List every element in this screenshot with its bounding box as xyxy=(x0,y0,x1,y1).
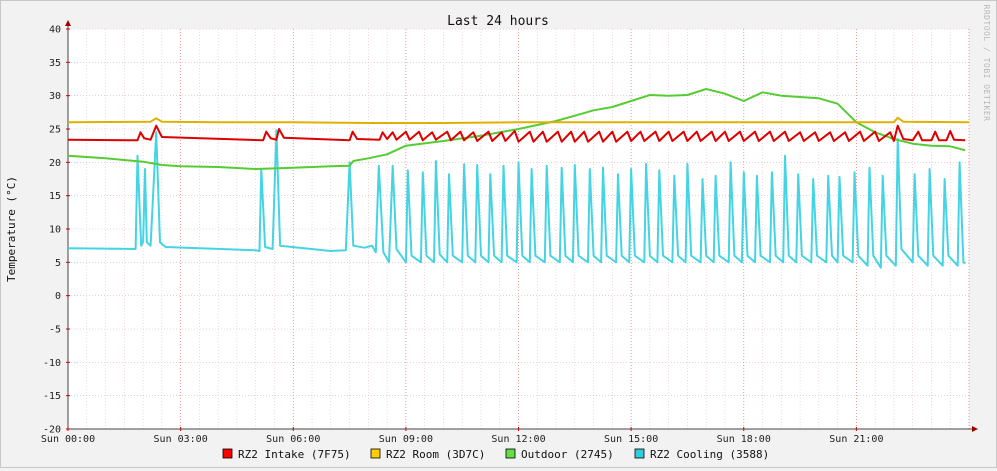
legend-label: RZ2 Cooling (3588) xyxy=(650,448,769,461)
y-tick-labels: -20 -15 -10 -5 0 5 10 15 20 25 30 35 40 xyxy=(43,25,61,436)
y-tick-label: 35 xyxy=(49,58,61,69)
y-tick-label: -15 xyxy=(43,391,61,402)
legend: RZ2 Intake (7F75) RZ2 Room (3D7C) Outdoor … xyxy=(222,448,769,461)
x-axis-arrow xyxy=(972,426,978,432)
series-line-rz2-room-3d7c xyxy=(67,116,970,124)
chart-title: Last 24 hours xyxy=(447,14,549,29)
x-tick-label: Sun 12:00 xyxy=(491,434,545,445)
y-tick-label: 40 xyxy=(49,25,61,36)
y-tick-label: 20 xyxy=(49,158,61,169)
y-axis-arrow xyxy=(65,20,71,26)
y-tick-label: 5 xyxy=(55,258,61,269)
y-tick-label: -5 xyxy=(49,325,61,336)
y-tick-label: 0 xyxy=(55,291,61,302)
y-tick-label: 15 xyxy=(49,191,61,202)
x-tick-labels: Sun 00:00 Sun 03:00 Sun 06:00 Sun 09:00 Sun … xyxy=(41,434,884,445)
x-tick-label: Sun 15:00 xyxy=(604,434,658,445)
y-tick-label: -10 xyxy=(43,358,61,369)
legend-swatch xyxy=(222,448,233,459)
axes xyxy=(65,20,978,432)
x-tick-label: Sun 21:00 xyxy=(829,434,883,445)
legend-swatch xyxy=(505,448,516,459)
y-tick-label: -20 xyxy=(43,425,61,436)
series-lines xyxy=(67,88,970,269)
rrdtool-watermark: RRDTOOL / TOBI OETIKER xyxy=(982,5,991,122)
x-tick-label: Sun 18:00 xyxy=(717,434,771,445)
y-tick-label: 25 xyxy=(49,125,61,136)
y-tick-label: 30 xyxy=(49,91,61,102)
y-axis-label: Temperature (°C) xyxy=(5,176,18,282)
x-tick-label: Sun 09:00 xyxy=(379,434,433,445)
legend-swatch xyxy=(370,448,381,459)
legend-label: Outdoor (2745) xyxy=(521,448,614,461)
series-line-rz2-cooling-3588 xyxy=(67,129,966,269)
x-tick-label: Sun 03:00 xyxy=(154,434,208,445)
legend-swatch xyxy=(634,448,645,459)
legend-label: RZ2 Intake (7F75) xyxy=(238,448,351,461)
x-tick-label: Sun 06:00 xyxy=(266,434,320,445)
series-line-rz2-intake-7f75 xyxy=(67,124,966,143)
y-tick-label: 10 xyxy=(49,225,61,236)
legend-label: RZ2 Room (3D7C) xyxy=(386,448,485,461)
series-line-outdoor-2745 xyxy=(67,88,966,170)
x-tick-label: Sun 00:00 xyxy=(41,434,95,445)
